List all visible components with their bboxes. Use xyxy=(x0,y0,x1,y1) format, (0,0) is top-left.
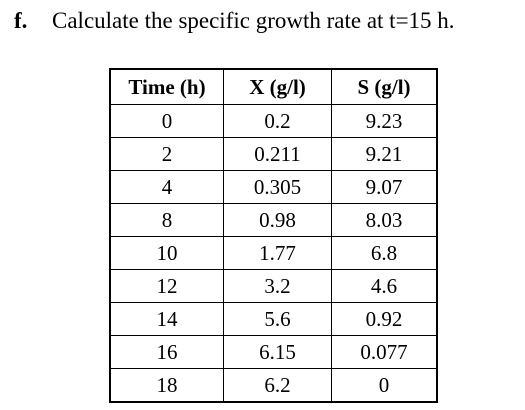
question-text: Calculate the specific growth rate at t=… xyxy=(52,8,455,33)
cell-time: 10 xyxy=(109,236,224,270)
cell-substrate: 0.077 xyxy=(331,335,438,369)
cell-substrate: 9.23 xyxy=(331,104,438,138)
cell-substrate: 6.8 xyxy=(331,236,438,270)
cell-substrate: 9.07 xyxy=(331,170,438,204)
cell-substrate: 4.6 xyxy=(331,269,438,303)
header-time: Time (h) xyxy=(109,68,224,105)
question-number: f. xyxy=(14,8,28,33)
cell-substrate: 0.92 xyxy=(331,302,438,336)
cell-time: 16 xyxy=(109,335,224,369)
table-row: 8 0.98 8.03 xyxy=(109,203,438,237)
cell-biomass: 0.211 xyxy=(223,137,332,171)
header-biomass: X (g/l) xyxy=(223,68,332,105)
table-header-row: Time (h) X (g/l) S (g/l) xyxy=(109,68,438,105)
cell-biomass: 5.6 xyxy=(223,302,332,336)
cell-biomass: 0.98 xyxy=(223,203,332,237)
cell-biomass: 1.77 xyxy=(223,236,332,270)
cell-time: 2 xyxy=(109,137,224,171)
cell-biomass: 6.15 xyxy=(223,335,332,369)
cell-substrate: 8.03 xyxy=(331,203,438,237)
table-row: 10 1.77 6.8 xyxy=(109,236,438,270)
table-row: 0 0.2 9.23 xyxy=(109,104,438,138)
cell-biomass: 0.2 xyxy=(223,104,332,138)
cell-time: 14 xyxy=(109,302,224,336)
cell-time: 18 xyxy=(109,368,224,403)
table-row: 14 5.6 0.92 xyxy=(109,302,438,336)
question: f. Calculate the specific growth rate at … xyxy=(14,6,455,36)
cell-biomass: 3.2 xyxy=(223,269,332,303)
cell-time: 4 xyxy=(109,170,224,204)
table-row: 2 0.211 9.21 xyxy=(109,137,438,171)
cell-biomass: 6.2 xyxy=(223,368,332,403)
cell-time: 8 xyxy=(109,203,224,237)
table-row: 18 6.2 0 xyxy=(109,368,438,403)
cell-time: 0 xyxy=(109,104,224,138)
header-substrate: S (g/l) xyxy=(331,68,438,105)
data-table: Time (h) X (g/l) S (g/l) 0 0.2 9.23 2 0.… xyxy=(109,68,438,403)
table-row: 12 3.2 4.6 xyxy=(109,269,438,303)
cell-time: 12 xyxy=(109,269,224,303)
cell-biomass: 0.305 xyxy=(223,170,332,204)
cell-substrate: 0 xyxy=(331,368,438,403)
table-row: 4 0.305 9.07 xyxy=(109,170,438,204)
table-row: 16 6.15 0.077 xyxy=(109,335,438,369)
cell-substrate: 9.21 xyxy=(331,137,438,171)
